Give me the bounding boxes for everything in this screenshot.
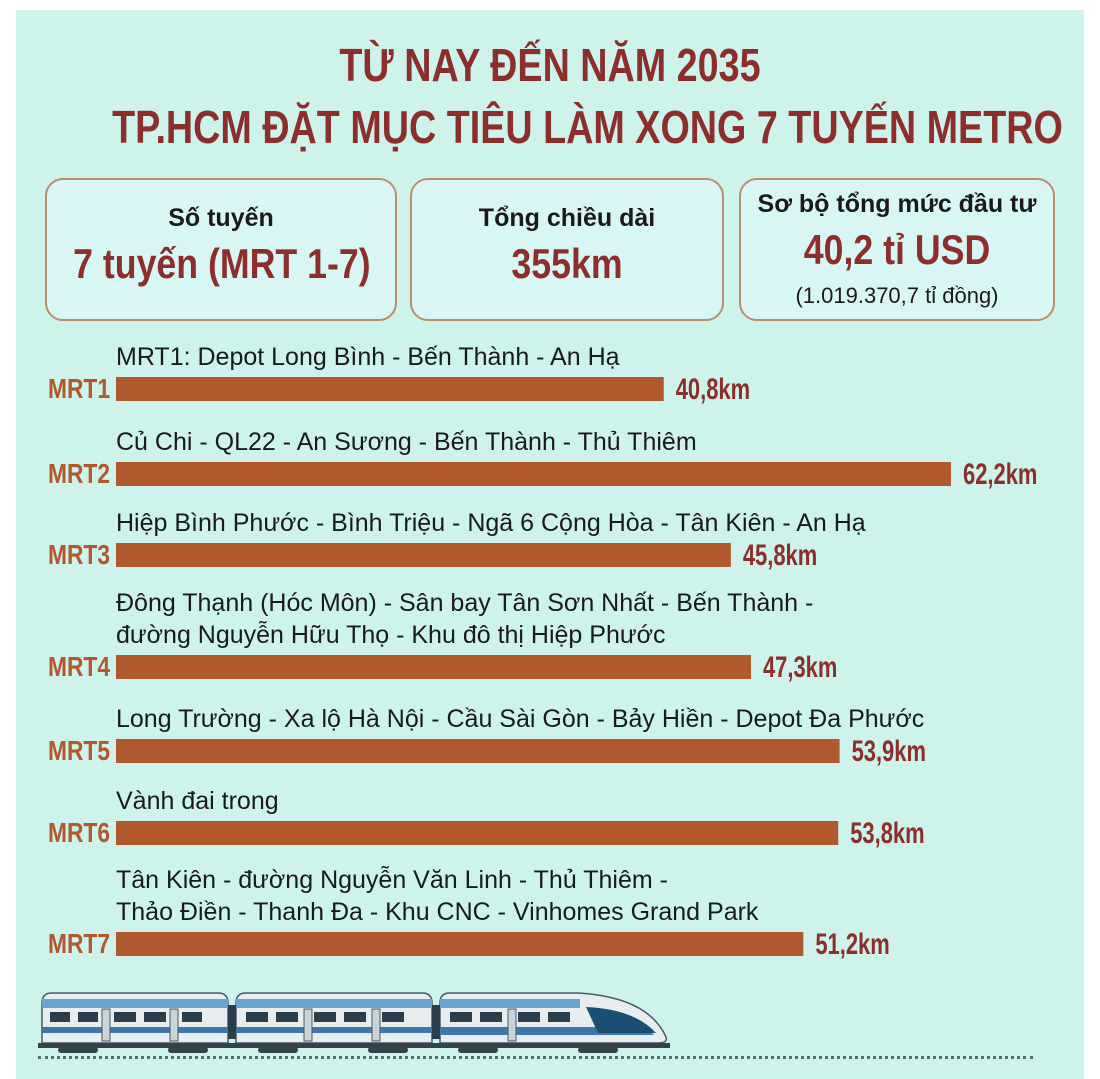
mrt4-route-line: Đông Thạnh (Hóc Môn) - Sân bay Tân Sơn N… xyxy=(116,589,813,617)
infographic: TỪ NAY ĐẾN NĂM 2035 TP.HCM ĐẶT MỤC TIÊU … xyxy=(16,10,1084,1079)
card-line-count-value: 7 tuyến (MRT 1-7) xyxy=(73,240,371,287)
mrt1-route-line: MRT1: Depot Long Bình - Bến Thành - An H… xyxy=(116,343,620,371)
mrt6-route-line: Vành đai trong xyxy=(116,787,279,815)
mrt5-value-label: 53,9km xyxy=(852,735,926,768)
mrt4-bar xyxy=(116,655,751,679)
metro-train-icon xyxy=(38,992,670,1053)
mrt3-bar xyxy=(116,543,731,567)
mrt2-bar xyxy=(116,462,951,486)
mrt5-label: MRT5 xyxy=(48,735,110,766)
card-investment-sub: (1.019.370,7 tỉ đồng) xyxy=(795,283,999,308)
mrt6-value-label: 53,8km xyxy=(850,817,924,850)
mrt4-label: MRT4 xyxy=(48,651,110,682)
mrt1-value-label: 40,8km xyxy=(676,373,750,406)
mrt1-bar xyxy=(116,377,664,401)
mrt7-route-line: Thảo Điền - Thanh Đa - Khu CNC - Vinhome… xyxy=(116,898,759,926)
mrt2-label: MRT2 xyxy=(48,458,110,489)
mrt4-value-label: 47,3km xyxy=(763,651,837,684)
mrt1-label: MRT1 xyxy=(48,373,110,404)
mrt7-value-label: 51,2km xyxy=(815,928,889,961)
mrt6-bar xyxy=(116,821,839,845)
mrt5-route-line: Long Trường - Xa lộ Hà Nội - Cầu Sài Gòn… xyxy=(116,705,924,733)
mrt2-route-line: Củ Chi - QL22 - An Sương - Bến Thành - T… xyxy=(116,428,697,456)
mrt4-route-line: đường Nguyễn Hữu Thọ - Khu đô thị Hiệp P… xyxy=(116,620,666,649)
metro-length-chart: MRT1: Depot Long Bình - Bến Thành - An H… xyxy=(48,343,1037,961)
card-investment-value: 40,2 tỉ USD xyxy=(803,226,991,273)
card-line-count: Số tuyến 7 tuyến (MRT 1-7) xyxy=(45,178,397,321)
mrt2-value-label: 62,2km xyxy=(963,458,1037,491)
card-total-length: Tổng chiều dài 355km xyxy=(410,178,724,321)
card-total-length-label: Tổng chiều dài xyxy=(478,204,656,232)
dotted-divider xyxy=(38,1056,1033,1059)
mrt3-value-label: 45,8km xyxy=(743,539,817,572)
mrt3-route-line: Hiệp Bình Phước - Bình Triệu - Ngã 6 Cộn… xyxy=(116,509,866,537)
card-investment-label: Sơ bộ tổng mức đầu tư xyxy=(757,190,1037,218)
mrt7-bar xyxy=(116,932,804,956)
title-line-1: TỪ NAY ĐẾN NĂM 2035 xyxy=(339,39,761,91)
card-investment: Sơ bộ tổng mức đầu tư 40,2 tỉ USD (1.019… xyxy=(739,178,1055,321)
mrt5-bar xyxy=(116,739,840,763)
mrt7-label: MRT7 xyxy=(48,928,110,959)
mrt3-label: MRT3 xyxy=(48,539,110,570)
card-line-count-label: Số tuyến xyxy=(168,204,274,232)
mrt7-route-line: Tân Kiên - đường Nguyễn Văn Linh - Thủ T… xyxy=(116,865,668,894)
card-total-length-value: 355km xyxy=(511,240,623,287)
title-line-2: TP.HCM ĐẶT MỤC TIÊU LÀM XONG 7 TUYẾN MET… xyxy=(112,101,1063,153)
mrt6-label: MRT6 xyxy=(48,817,110,848)
